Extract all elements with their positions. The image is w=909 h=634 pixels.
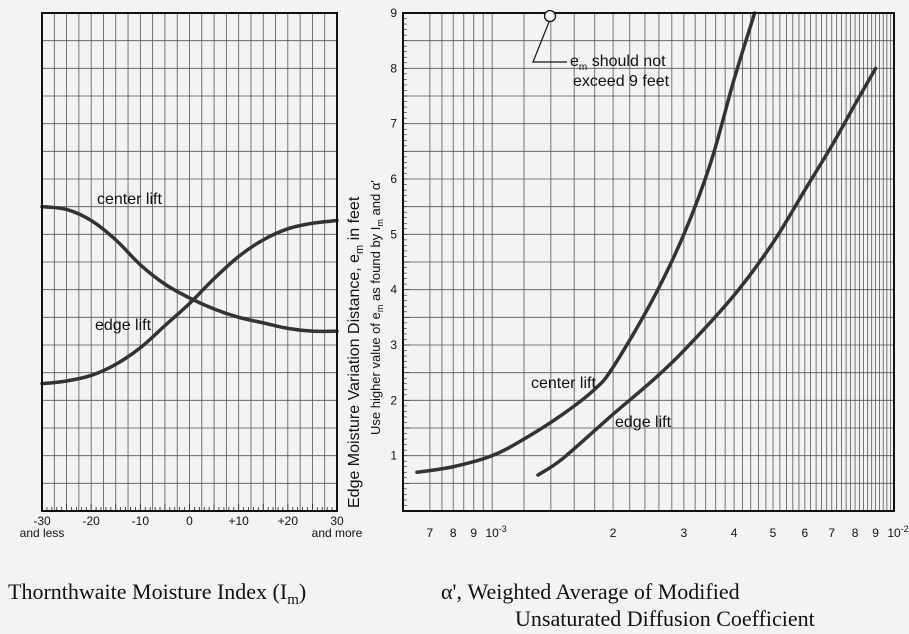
left-x-tick-label: 0 <box>186 514 193 528</box>
left-x-tick-label: +10 <box>228 514 249 528</box>
right-y-tick-label: 1 <box>390 449 397 463</box>
right-y-tick-label: 6 <box>390 172 397 186</box>
limit-marker <box>543 9 557 23</box>
right-series-center-lift <box>415 11 757 475</box>
right-y-tick-label: 8 <box>390 61 397 75</box>
right-x-tick-label: 8 <box>450 526 457 540</box>
limit-leader-line <box>532 21 567 63</box>
left-label-center-lift: center lift <box>97 191 162 208</box>
left-panel-grid <box>41 13 338 511</box>
limit-note-line1: em should not <box>570 53 666 73</box>
right-panel-y-ticks: 1 2 3 4 5 6 7 8 9 <box>390 6 397 463</box>
left-x-tick-sublabel: and more <box>312 526 363 540</box>
left-label-edge-lift: edge lift <box>95 317 152 334</box>
right-y-tick-label: 5 <box>390 227 397 241</box>
right-x-tick-label: 7 <box>828 526 835 540</box>
right-x-axis-caption-line2: Unsaturated Diffusion Coefficient <box>515 606 815 631</box>
left-x-tick-label: -10 <box>132 514 150 528</box>
right-x-tick-label: 2 <box>610 526 617 540</box>
right-x-tick-label: 9 <box>872 526 879 540</box>
left-panel-curves <box>40 204 339 386</box>
right-x-tick-label: 8 <box>852 526 859 540</box>
left-series-center-lift <box>40 204 339 334</box>
right-panel-grid <box>403 12 895 511</box>
right-y-tick-label: 7 <box>390 117 397 131</box>
y-axis-title: Edge Moisture Variation Distance, em in … <box>346 196 366 508</box>
right-x-tick-label: 9 <box>470 526 477 540</box>
right-x-tick-label: 4 <box>731 526 738 540</box>
left-x-tick-sublabel: and less <box>20 526 65 540</box>
right-x-tick-label: 6 <box>802 526 809 540</box>
right-label-center-lift: center lift <box>531 375 596 392</box>
right-panel-frame <box>402 12 895 512</box>
left-panel-frame <box>41 12 338 512</box>
left-series-edge-lift <box>40 218 339 386</box>
right-y-tick-label: 9 <box>390 6 397 20</box>
left-x-tick-label: +20 <box>278 514 299 528</box>
right-y-tick-label: 4 <box>390 283 397 297</box>
right-x-tick-label: 5 <box>770 526 777 540</box>
right-x-tick-label: 10-3 <box>485 524 506 540</box>
right-y-tick-label: 3 <box>390 338 397 352</box>
y-axis-title-group: Edge Moisture Variation Distance, em in … <box>346 180 385 508</box>
limit-annotation: em should not exceed 9 feet <box>532 9 670 90</box>
right-x-tick-label: 10-2 <box>887 524 908 540</box>
right-x-tick-label: 3 <box>681 526 688 540</box>
left-x-tick-label: -20 <box>82 514 100 528</box>
right-x-axis-caption-line1: α', Weighted Average of Modified <box>441 579 740 604</box>
right-y-tick-label: 2 <box>390 393 397 407</box>
right-panel-curves <box>415 11 878 477</box>
right-label-edge-lift: edge lift <box>615 414 672 431</box>
right-panel-x-ticks: 7 8 9 10-3 2 3 4 5 6 7 8 9 10-2 <box>427 524 909 540</box>
right-series-edge-lift <box>536 66 878 477</box>
left-x-tick-label: -30 <box>33 514 51 528</box>
right-x-tick-exponent: -2 <box>901 524 909 534</box>
right-x-tick-exponent: -3 <box>499 524 507 534</box>
left-x-tick-label: 30 <box>330 514 344 528</box>
right-x-tick-label: 7 <box>427 526 434 540</box>
y-axis-subtitle: Use higher value of em as found by Im an… <box>368 180 385 435</box>
left-x-axis-caption: Thornthwaite Moisture Index (Im) <box>8 579 306 608</box>
limit-note-line2: exceed 9 feet <box>573 73 670 90</box>
